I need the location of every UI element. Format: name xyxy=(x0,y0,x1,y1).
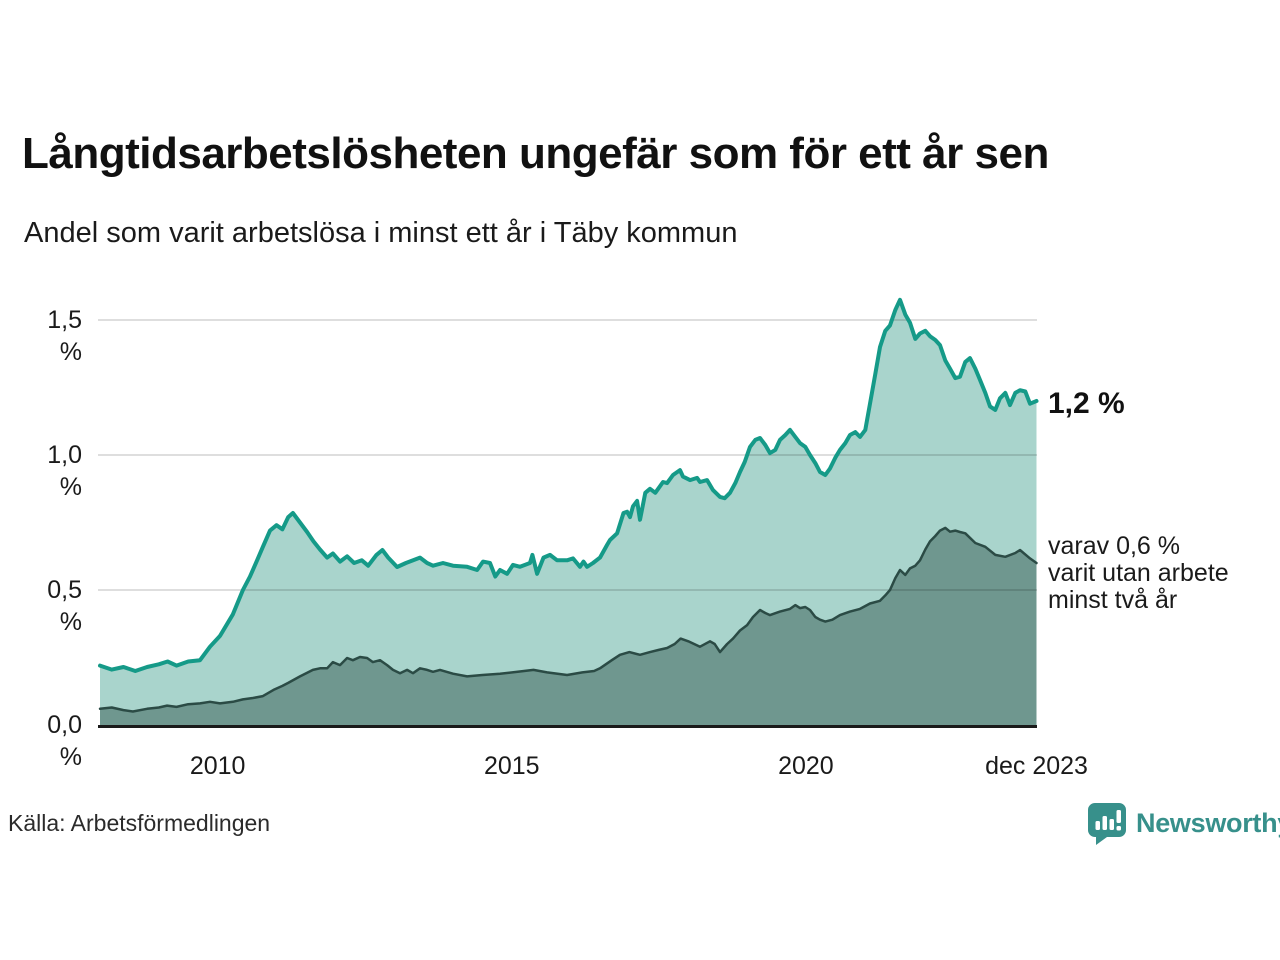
annotation-line: varit utan arbete xyxy=(1048,559,1229,587)
area-fill-two-years xyxy=(100,527,1037,725)
line-one-year xyxy=(98,297,1039,673)
line-two-years xyxy=(98,526,1038,713)
annotation-line: varav 0,6 % xyxy=(1048,532,1181,560)
x-tick-label: 2010 xyxy=(189,752,246,780)
page-subtitle: Andel som varit arbetslösa i minst ett å… xyxy=(24,217,738,249)
series-end-value-label: 1,2 % xyxy=(1048,387,1125,420)
newsworthy-icon xyxy=(1088,803,1126,845)
annotation-line: minst två år xyxy=(1048,586,1178,614)
y-tick-label: 1,0 % xyxy=(47,441,82,501)
x-tick-label: 2015 xyxy=(483,752,540,780)
source-credit: Källa: Arbetsförmedlingen xyxy=(8,810,271,836)
secondary-series-annotation: varav 0,6 % varit utan arbete minst två … xyxy=(1048,533,1229,614)
y-tick-label: 0,0 % xyxy=(47,711,82,771)
y-tick-label: 0,5 % xyxy=(47,576,82,636)
x-tick-label: dec 2023 xyxy=(985,752,1088,780)
brand-wordmark: Newsworthy xyxy=(1136,807,1280,838)
x-tick-label: 2020 xyxy=(778,752,834,780)
brand-logo: Newsworthy xyxy=(1086,801,1280,845)
page-title: Långtidsarbetslösheten ungefär som för e… xyxy=(22,129,1049,178)
y-tick-label: 1,5 % xyxy=(47,306,82,366)
